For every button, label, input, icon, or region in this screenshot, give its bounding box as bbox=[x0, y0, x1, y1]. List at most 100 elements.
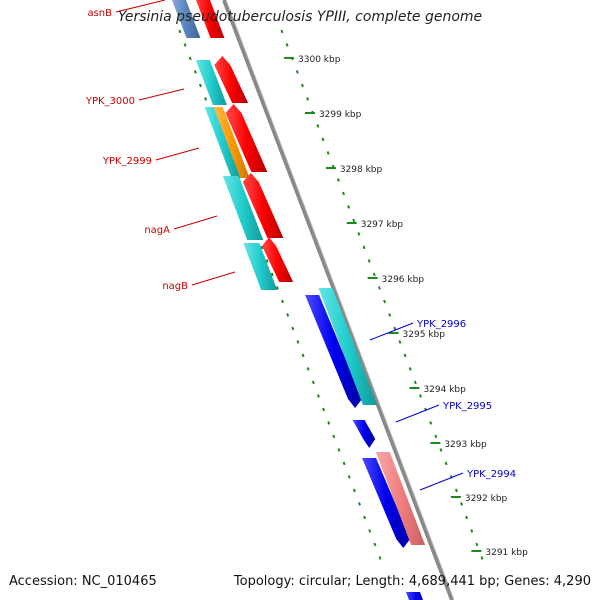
right-ring-dot bbox=[352, 218, 356, 223]
left-ring-dot bbox=[183, 43, 187, 47]
left-ring-dot bbox=[286, 313, 290, 317]
gene-label-right: YPK_2996 bbox=[416, 319, 466, 330]
gene-ypk2999-cog bbox=[204, 107, 241, 178]
gene-label-left: YPK_2999 bbox=[102, 156, 152, 167]
left-ring-dot bbox=[265, 259, 269, 263]
right-ring-dot bbox=[429, 421, 433, 425]
callout-line-right bbox=[395, 404, 440, 423]
left-ring-dot bbox=[291, 326, 295, 331]
gene-nagb-cds bbox=[262, 237, 294, 282]
gene-ypk2995-cds bbox=[352, 420, 376, 448]
gene-ypk3000-cog bbox=[195, 60, 227, 105]
backbone-highlight bbox=[225, 0, 455, 600]
right-ring-dot bbox=[465, 515, 469, 520]
left-ring-dot bbox=[281, 299, 285, 304]
gene-ypk2994-cog bbox=[375, 452, 426, 545]
left-ring-dot bbox=[368, 529, 372, 533]
right-ring-dot bbox=[444, 461, 448, 466]
gene-label-callouts: asnB YPK_3000 YPK_2999 nagA nagB YPK_2996 YPK_… bbox=[85, 0, 516, 491]
right-ring-dot bbox=[377, 286, 381, 290]
left-ring-dot bbox=[378, 556, 382, 560]
left-ring-dot bbox=[363, 515, 367, 520]
left-ring-dot bbox=[260, 245, 264, 250]
gene-naga-cds bbox=[242, 173, 284, 238]
right-ring-dot bbox=[383, 299, 387, 304]
left-ring-dot bbox=[270, 272, 274, 277]
right-ring-dot bbox=[321, 137, 325, 142]
gene-asnb-steel bbox=[172, 0, 201, 38]
tick-label: 3297 kbp bbox=[361, 220, 404, 230]
tick-marks: 3300 kbp 3299 kbp 3298 kbp 3297 kbp 3296 kbp… bbox=[284, 55, 528, 558]
left-ring-dot bbox=[204, 97, 208, 101]
gene-nagb-cog bbox=[243, 243, 278, 290]
left-ring-dot bbox=[322, 407, 326, 412]
tick-label: 3296 kbp bbox=[382, 275, 425, 285]
tick-label: 3292 kbp bbox=[465, 494, 508, 504]
right-ring-dot bbox=[408, 367, 412, 371]
right-ring-dot bbox=[454, 488, 458, 493]
tick-label: 3294 kbp bbox=[423, 385, 466, 395]
callout-line-left bbox=[138, 88, 185, 101]
gene-asnb-red bbox=[196, 0, 225, 38]
gene-bottom-cds bbox=[405, 592, 423, 600]
callout-line-left bbox=[191, 271, 236, 286]
backbone-line bbox=[222, 0, 454, 600]
right-ring-dot bbox=[403, 353, 407, 358]
gene-ypk2999-cog2 bbox=[213, 107, 250, 178]
gene-naga-cog bbox=[222, 176, 264, 240]
left-ring-dot bbox=[316, 394, 320, 398]
right-ring-dot bbox=[480, 556, 484, 560]
callout-line-left bbox=[115, 0, 166, 13]
genome-backbone bbox=[222, 0, 455, 600]
right-ring-dot bbox=[439, 448, 443, 452]
right-ring-dot bbox=[316, 124, 320, 128]
left-ring-dot bbox=[332, 434, 336, 439]
right-ring-dot bbox=[372, 272, 376, 277]
right-ring-dot bbox=[388, 313, 392, 317]
gene-label-right: YPK_2995 bbox=[442, 401, 492, 412]
right-ring-dot bbox=[418, 394, 422, 398]
right-ring-dot bbox=[336, 178, 340, 182]
gene-label-left: nagB bbox=[162, 281, 188, 292]
right-ring-dot bbox=[342, 191, 345, 196]
gene-label-left: asnB bbox=[87, 8, 112, 19]
right-ring-dot bbox=[347, 205, 351, 209]
left-ring-dot bbox=[301, 353, 305, 358]
callout-line-right bbox=[369, 322, 414, 341]
gene-ypk2996-cog bbox=[318, 288, 377, 405]
right-ring-dot bbox=[460, 502, 463, 506]
right-ring-dot bbox=[306, 97, 310, 101]
right-ring-dot bbox=[393, 326, 397, 331]
left-ring-dot bbox=[275, 286, 279, 290]
tick-label: 3291 kbp bbox=[485, 548, 528, 558]
left-ring-dot bbox=[193, 70, 197, 74]
gene-ypk2999-cds bbox=[225, 104, 268, 172]
accession-text: Accession: NC_010465 bbox=[9, 574, 157, 589]
right-ring-dot bbox=[362, 245, 366, 250]
left-ring-dot bbox=[373, 542, 377, 547]
tick-label: 3298 kbp bbox=[340, 165, 383, 175]
left-ring-dot bbox=[327, 421, 331, 425]
right-ring-dot bbox=[357, 232, 361, 236]
left-ring-dot bbox=[188, 56, 192, 61]
gene-ypk3000-cds bbox=[214, 56, 249, 103]
right-ring-dot bbox=[367, 259, 371, 263]
left-ring-dot bbox=[198, 83, 202, 88]
tick-label: 3295 kbp bbox=[403, 330, 446, 340]
tick-label: 3300 kbp bbox=[298, 55, 341, 65]
left-ring-dot bbox=[347, 475, 351, 479]
genome-summary-text: Topology: circular; Length: 4,689,441 bp… bbox=[233, 574, 591, 589]
left-ring-dot bbox=[296, 340, 300, 344]
callout-line-right bbox=[419, 472, 464, 491]
gene-ypk2994-cds bbox=[362, 458, 411, 548]
right-ring-dot bbox=[285, 43, 289, 47]
left-ring-dot bbox=[178, 29, 182, 34]
right-ring-dot bbox=[470, 529, 474, 533]
right-ring-dot bbox=[434, 434, 438, 439]
gene-label-left: YPK_3000 bbox=[85, 96, 135, 107]
right-ring-dot bbox=[326, 151, 330, 155]
callout-line-left bbox=[173, 215, 218, 230]
left-ring-dot bbox=[358, 502, 361, 506]
genome-title: Yersinia pseudotuberculosis YPIII, compl… bbox=[117, 9, 483, 25]
